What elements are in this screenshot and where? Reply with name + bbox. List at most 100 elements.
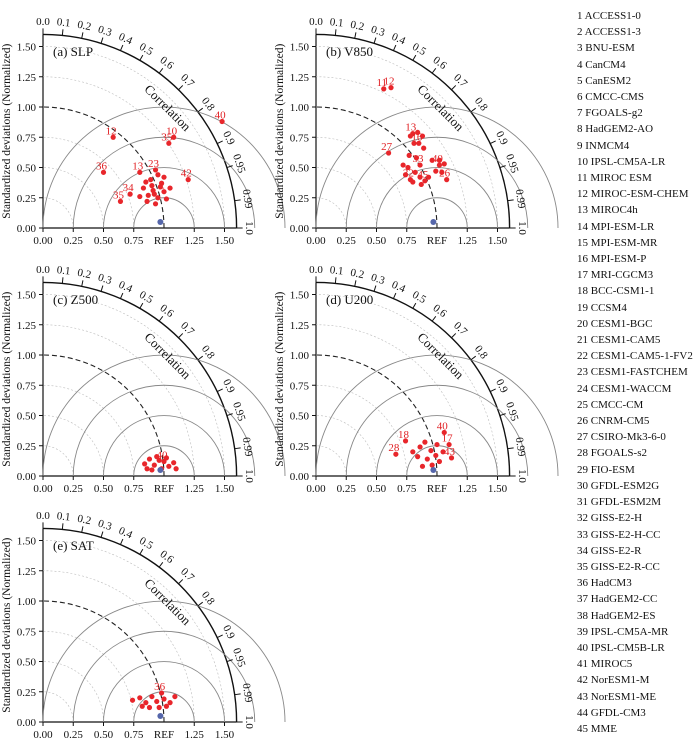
correlation-tick-label: 0.4 — [117, 279, 135, 296]
correlation-tick — [412, 302, 417, 309]
legend-item-label: 14 MPI-ESM-LR — [577, 220, 655, 233]
x-tick-label: 0.50 — [367, 483, 387, 495]
correlation-tick-label: 1.0 — [243, 221, 255, 235]
correlation-tick-label: 0.8 — [199, 589, 217, 608]
model-point — [163, 196, 170, 202]
correlation-tick-label: 0.1 — [56, 16, 71, 29]
model-point — [219, 118, 225, 125]
legend-item-label: 6 CMCC-CMS — [577, 91, 644, 104]
taylor-panel: 0.0 0.1 0.2 0.3 0.40.50.60.70.80.90.950.991.… — [274, 16, 559, 247]
model-point — [417, 444, 423, 450]
legend-item-label: 22 CESM1-CAM5-1-FV2 — [577, 350, 693, 363]
model-point — [151, 191, 157, 197]
model-point-label: 13 — [132, 160, 144, 172]
model-point — [405, 164, 411, 171]
x-tick-label: 0.50 — [94, 483, 114, 495]
model-point — [388, 85, 394, 91]
correlation-tick — [197, 355, 204, 361]
correlation-tick-label: 0.2 — [76, 267, 92, 282]
model-point — [161, 174, 167, 180]
legend-item: 7 FGOALS-g2 — [577, 105, 700, 121]
x-tick-label: 1.50 — [488, 235, 508, 247]
model-point-label: 28 — [388, 442, 400, 454]
correlation-tick-label: 0.6 — [158, 548, 177, 566]
model-point — [422, 439, 428, 445]
correlation-tick-label: 0.3 — [96, 518, 113, 534]
correlation-tick-label: 1.0 — [243, 715, 255, 729]
legend-item: 4 CanCM4 — [577, 57, 700, 73]
model-point — [149, 693, 155, 700]
rmsd-circle — [345, 384, 529, 477]
x-tick-label: 0.25 — [64, 729, 84, 738]
legend-item: 21 CESM1-CAM5 — [577, 332, 700, 348]
model-point — [419, 133, 426, 139]
x-tick-label: 1.50 — [215, 483, 235, 495]
taylor-panel: 0.0 0.1 0.2 0.3 0.40.50.60.70.80.90.950.991.… — [274, 264, 559, 495]
legend-item: 17 MRI-CGCM3 — [577, 267, 700, 283]
model-point — [144, 466, 150, 472]
correlation-tick — [100, 531, 104, 538]
rmsd-circle — [72, 384, 256, 477]
correlation-tick-label: 0.2 — [349, 267, 365, 282]
correlation-tick — [197, 107, 204, 113]
rmsd-circle — [345, 136, 529, 229]
model-point — [137, 193, 143, 200]
correlation-tick — [100, 285, 104, 292]
rmsd-circle — [103, 661, 225, 723]
correlation-tick-label: 0.0 — [36, 510, 50, 522]
rmsd-circle — [315, 354, 559, 477]
legend-item-label: 3 BNU-ESM — [577, 42, 635, 55]
model-point — [417, 162, 423, 168]
model-point — [139, 703, 145, 709]
mme-point — [430, 466, 437, 473]
sd-arc — [315, 384, 408, 477]
model-point-label: 26 — [439, 168, 451, 180]
model-point — [436, 162, 443, 168]
legend-item-label: 21 CESM1-CAM5 — [577, 334, 661, 347]
y-tick-label: 0.00 — [17, 717, 37, 729]
correlation-tick-label: 0.4 — [117, 525, 135, 542]
correlation-tick-label: 0.95 — [503, 401, 521, 424]
model-point — [137, 695, 143, 701]
correlation-tick-label: 0.8 — [472, 343, 490, 362]
legend-item-label: 16 MPI-ESM-P — [577, 253, 647, 266]
model-point — [100, 169, 107, 175]
model-point — [127, 191, 133, 197]
model-point — [137, 169, 143, 175]
correlation-tick-label: 0.0 — [309, 16, 323, 28]
rmsd-circle — [72, 136, 256, 229]
mme-point — [157, 712, 164, 719]
sd-arc — [42, 324, 195, 477]
model-point-label: 23 — [148, 158, 160, 170]
legend-item: 3 BNU-ESM — [577, 40, 700, 56]
x-tick-label: 0.75 — [397, 235, 417, 247]
legend-item: 36 HadCM3 — [577, 575, 700, 591]
outer-arc — [42, 281, 238, 477]
model-point — [436, 157, 443, 163]
x-tick-label: 0.25 — [64, 235, 84, 247]
legend-item-label: 18 BCC-CSM1-1 — [577, 285, 655, 298]
model-point — [161, 696, 167, 702]
model-point — [163, 455, 170, 461]
y-tick-label: 1.50 — [290, 290, 310, 302]
x-tick-label: 0.75 — [397, 483, 417, 495]
reference-sd-arc — [315, 354, 438, 477]
y-axis-title: Standardized deviations (Normalized) — [1, 292, 13, 467]
y-tick-label: 1.50 — [290, 42, 310, 54]
y-tick-label: 1.25 — [17, 320, 37, 332]
model-point — [393, 451, 399, 457]
rmsd-circle — [133, 691, 195, 723]
ref-label: REF — [427, 483, 447, 495]
correlation-tick — [431, 315, 437, 322]
x-tick-label: 0.00 — [306, 235, 326, 247]
model-point — [410, 179, 416, 185]
correlation-tick — [334, 277, 337, 284]
x-tick-label: 0.25 — [337, 235, 357, 247]
model-point — [402, 438, 409, 444]
model-point — [148, 177, 154, 183]
legend-item: 38 HadGEM2-ES — [577, 608, 700, 624]
y-tick-label: 0.25 — [17, 441, 37, 453]
x-tick-label: 0.75 — [124, 483, 144, 495]
x-tick-label: 0.50 — [367, 235, 387, 247]
legend-item: 24 CESM1-WACCM — [577, 381, 700, 397]
